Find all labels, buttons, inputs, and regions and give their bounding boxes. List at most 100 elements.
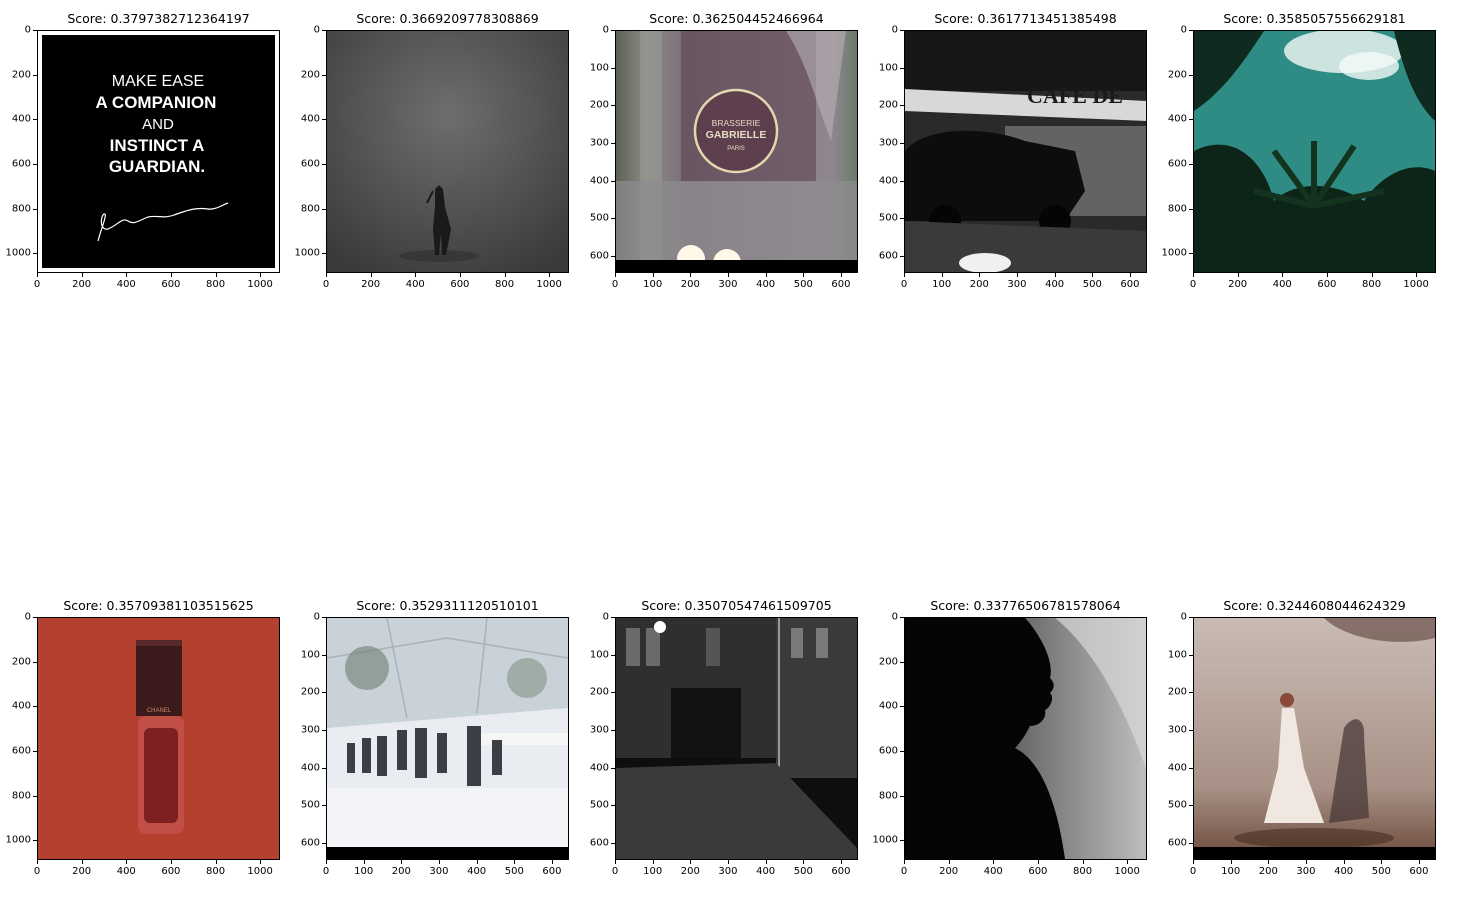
x-tick-mark (727, 860, 729, 864)
sign-line-3: PARIS (727, 146, 745, 152)
y-tick-mark (1189, 805, 1193, 807)
y-tick-label: 600 (1167, 158, 1187, 170)
image-axes (904, 617, 1147, 860)
x-tick-mark (690, 860, 692, 864)
x-tick-mark (1193, 273, 1194, 277)
y-tick-label: 800 (11, 790, 31, 802)
y-tick-label: 600 (878, 745, 898, 757)
y-tick-mark (611, 842, 615, 844)
y-tick-label: 400 (878, 175, 898, 187)
x-tick-label: 0 (322, 279, 330, 290)
standing-figure (433, 185, 451, 255)
x-tick-mark (1268, 860, 1270, 864)
card-line-3: AND (142, 116, 174, 133)
x-tick-label: 100 (643, 866, 663, 877)
x-tick-label: 200 (72, 866, 92, 877)
y-tick-label: 200 (11, 69, 31, 81)
cafe-street-image: CAFE DE (905, 31, 1146, 272)
image-axes (1193, 30, 1436, 273)
y-tick-mark (611, 180, 615, 182)
x-tick-mark (615, 273, 616, 277)
y-tick-label: 200 (878, 656, 898, 668)
x-tick-label: 600 (161, 866, 181, 877)
y-tick-mark (900, 142, 904, 144)
y-tick-mark (1189, 692, 1193, 694)
y-tick-label: 800 (11, 203, 31, 215)
x-tick-mark (993, 860, 995, 864)
x-tick-mark (904, 273, 905, 277)
x-tick-label: 0 (33, 279, 41, 290)
y-tick-mark (322, 729, 326, 731)
x-tick-mark (126, 273, 128, 277)
x-tick-label: 400 (756, 279, 776, 290)
x-tick-label: 200 (1228, 279, 1248, 290)
x-tick-mark (37, 860, 38, 864)
x-tick-mark (170, 273, 172, 277)
x-tick-mark (1127, 860, 1129, 864)
y-tick-label: 300 (878, 137, 898, 149)
y-tick-label: 100 (300, 649, 320, 661)
y-tick-mark (33, 74, 37, 76)
x-tick-label: 0 (611, 866, 619, 877)
y-tick-label: 400 (589, 175, 609, 187)
y-tick-mark (1189, 729, 1193, 731)
x-tick-mark (514, 860, 516, 864)
y-tick-label: 1000 (5, 834, 31, 846)
letterbox-bar (327, 847, 568, 859)
panel-title: Score: 0.35070547461509705 (641, 598, 832, 613)
card-line-5: GUARDIAN. (109, 157, 205, 176)
x-tick-label: 800 (494, 279, 515, 290)
y-tick-label: 0 (24, 24, 31, 36)
y-tick-label: 400 (300, 762, 320, 774)
y-tick-mark (900, 67, 904, 69)
y-tick-label: 100 (589, 649, 609, 661)
y-tick-mark (1189, 30, 1193, 31)
y-tick-label: 0 (602, 24, 609, 36)
x-tick-label: 800 (1361, 279, 1382, 290)
x-tick-label: 500 (504, 866, 524, 877)
y-tick-mark (900, 30, 904, 31)
x-tick-label: 1000 (536, 279, 562, 290)
x-tick-mark (215, 273, 217, 277)
x-tick-label: 600 (1317, 279, 1337, 290)
x-tick-label: 800 (205, 279, 226, 290)
image-axes (615, 617, 858, 860)
image-axes: CHANEL (37, 617, 280, 860)
x-tick-mark (1305, 860, 1307, 864)
x-tick-mark (370, 273, 372, 277)
y-tick-mark (900, 105, 904, 107)
x-tick-label: 400 (467, 866, 487, 877)
y-tick-mark (611, 218, 615, 220)
x-tick-label: 500 (1371, 866, 1391, 877)
y-tick-label: 100 (589, 62, 609, 74)
y-tick-label: 0 (891, 611, 898, 623)
x-tick-label: 0 (33, 866, 41, 877)
y-tick-mark (322, 119, 326, 121)
x-tick-label: 300 (718, 866, 738, 877)
x-tick-mark (1237, 273, 1239, 277)
x-tick-label: 400 (116, 866, 136, 877)
y-tick-label: 300 (589, 724, 609, 736)
x-tick-mark (765, 273, 767, 277)
x-tick-mark (1082, 860, 1084, 864)
y-tick-mark (900, 180, 904, 182)
y-tick-mark (33, 208, 37, 210)
x-tick-label: 600 (831, 279, 851, 290)
cafe-sign-text: CAFE DE (1027, 83, 1123, 108)
palm-sky-image (1194, 31, 1435, 272)
x-tick-label: 500 (1082, 279, 1102, 290)
y-tick-label: 400 (589, 762, 609, 774)
x-tick-label: 600 (1120, 279, 1140, 290)
x-tick-mark (504, 273, 506, 277)
y-tick-label: 0 (891, 24, 898, 36)
x-tick-mark (1282, 273, 1284, 277)
x-tick-label: 800 (205, 866, 226, 877)
x-tick-label: 200 (361, 279, 381, 290)
x-tick-mark (690, 273, 692, 277)
y-tick-mark (1189, 119, 1193, 121)
y-tick-label: 200 (589, 686, 609, 698)
x-tick-mark (126, 860, 128, 864)
y-tick-mark (322, 654, 326, 656)
panel-title: Score: 0.362504452466964 (649, 11, 824, 26)
lipstick-image: CHANEL (38, 618, 279, 859)
